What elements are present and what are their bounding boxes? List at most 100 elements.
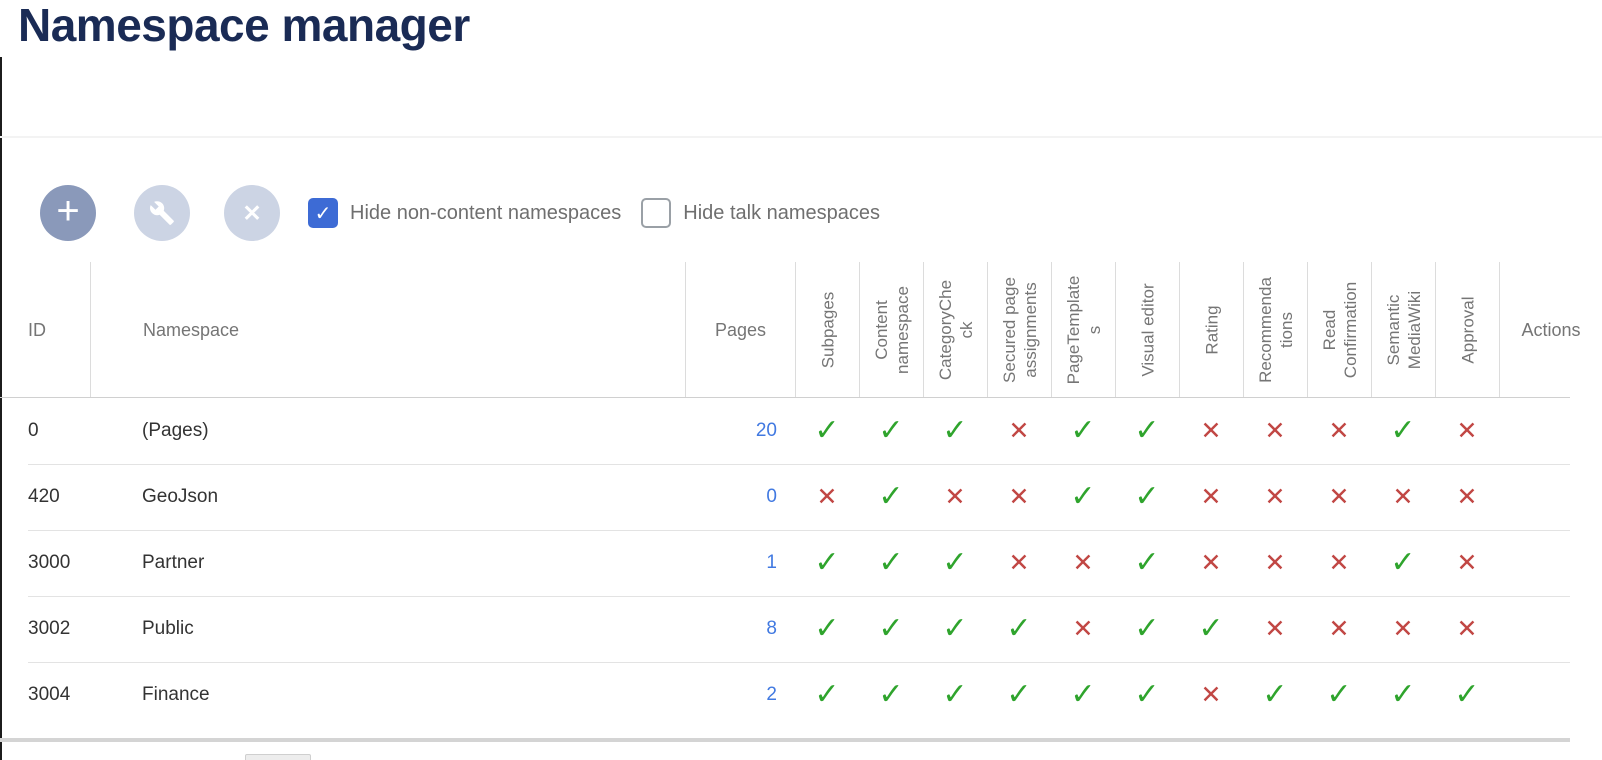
table-header-row: ID Namespace Pages Subpages Content namespac… xyxy=(0,262,1602,398)
cross-icon: ✕ xyxy=(1264,416,1286,445)
cross-icon: ✕ xyxy=(1264,548,1286,577)
cross-icon: ✕ xyxy=(1456,614,1478,643)
cell-feature: ✓ xyxy=(1115,662,1179,728)
check-icon: ✓ xyxy=(878,414,904,447)
column-header-visual-editor[interactable]: Visual editor xyxy=(1115,262,1179,398)
column-header-pages[interactable]: Pages xyxy=(685,262,795,398)
check-icon: ✓ xyxy=(1262,678,1288,711)
cell-feature: ✕ xyxy=(1179,662,1243,728)
cell-feature: ✓ xyxy=(1371,662,1435,728)
edit-namespace-button[interactable] xyxy=(134,185,190,241)
column-header-secured-page-assignments[interactable]: Secured page assignments xyxy=(987,262,1051,398)
column-header-label: PageTemplate s xyxy=(1063,275,1104,385)
table-row[interactable]: 0 (Pages) 20 ✓ ✓ ✓ ✕ ✓ ✓ ✕ ✕ ✕ ✓ ✕ xyxy=(0,398,1602,464)
wrench-icon xyxy=(149,200,175,226)
cell-feature: ✓ xyxy=(1115,464,1179,530)
cell-feature: ✓ xyxy=(859,662,923,728)
check-icon: ✓ xyxy=(942,414,968,447)
check-icon: ✓ xyxy=(1134,678,1160,711)
table-row[interactable]: 420 GeoJson 0 ✕ ✓ ✕ ✕ ✓ ✓ ✕ ✕ ✕ ✕ ✕ xyxy=(0,464,1602,530)
cell-feature: ✓ xyxy=(1435,662,1499,728)
column-header-label: Visual editor xyxy=(1137,283,1157,377)
column-header-subpages[interactable]: Subpages xyxy=(795,262,859,398)
column-header-label: Approval xyxy=(1457,296,1477,364)
column-header-rating[interactable]: Rating xyxy=(1179,262,1243,398)
cell-feature: ✓ xyxy=(1371,530,1435,596)
check-icon: ✓ xyxy=(1006,612,1032,645)
column-header-categorycheck[interactable]: CategoryChe ck xyxy=(923,262,987,398)
namespace-table: ID Namespace Pages Subpages Content namespac… xyxy=(0,262,1602,728)
check-icon: ✓ xyxy=(1070,678,1096,711)
checkbox-hide-non-content[interactable]: ✓ Hide non-content namespaces xyxy=(308,198,621,228)
cell-feature: ✓ xyxy=(1371,398,1435,464)
cell-feature: ✓ xyxy=(859,464,923,530)
pages-count-link[interactable]: 8 xyxy=(766,618,777,639)
cell-feature: ✕ xyxy=(1307,398,1371,464)
check-icon: ✓ xyxy=(1134,414,1160,447)
cell-feature: ✓ xyxy=(1115,596,1179,662)
cell-feature: ✕ xyxy=(1371,596,1435,662)
cross-icon: ✕ xyxy=(816,482,838,511)
cell-feature: ✕ xyxy=(923,464,987,530)
column-header-namespace[interactable]: Namespace xyxy=(90,262,685,398)
check-icon: ✓ xyxy=(814,414,840,447)
column-header-recommendations[interactable]: Recommenda tions xyxy=(1243,262,1307,398)
check-icon: ✓ xyxy=(1454,678,1480,711)
column-header-actions[interactable]: Actions xyxy=(1499,262,1602,398)
pages-count-link[interactable]: 2 xyxy=(766,684,777,705)
check-icon: ✓ xyxy=(1390,546,1416,579)
column-header-read-confirmation[interactable]: Read Confirmation xyxy=(1307,262,1371,398)
column-header-id[interactable]: ID xyxy=(28,319,46,340)
cell-actions xyxy=(1499,464,1602,530)
pagination-button[interactable] xyxy=(245,754,311,760)
check-icon: ✓ xyxy=(1134,612,1160,645)
cell-feature: ✕ xyxy=(987,398,1051,464)
pages-count-link[interactable]: 20 xyxy=(755,420,777,441)
cell-feature: ✕ xyxy=(1243,464,1307,530)
pages-count-link[interactable]: 1 xyxy=(766,552,777,573)
cell-feature: ✕ xyxy=(795,464,859,530)
column-header-label: Rating xyxy=(1201,305,1221,355)
cell-feature: ✓ xyxy=(795,398,859,464)
cell-id: 3002 xyxy=(28,618,71,639)
column-header-label: Recommenda tions xyxy=(1255,277,1296,383)
check-icon: ✓ xyxy=(1134,480,1160,513)
cell-feature: ✓ xyxy=(1115,530,1179,596)
column-header-content-namespace[interactable]: Content namespace xyxy=(859,262,923,398)
checkbox-checked-icon: ✓ xyxy=(308,198,338,228)
cell-feature: ✕ xyxy=(1435,530,1499,596)
cell-feature: ✕ xyxy=(1051,596,1115,662)
plus-icon: + xyxy=(56,189,80,233)
table-row[interactable]: 3000 Partner 1 ✓ ✓ ✓ ✕ ✕ ✓ ✕ ✕ ✕ ✓ ✕ xyxy=(0,530,1602,596)
add-namespace-button[interactable]: + xyxy=(40,185,96,241)
delete-namespace-button[interactable]: ✕ xyxy=(224,185,280,241)
cell-feature: ✓ xyxy=(987,596,1051,662)
column-header-label: Semantic MediaWiki xyxy=(1383,290,1424,370)
column-header-label: Subpages xyxy=(817,291,837,369)
check-icon: ✓ xyxy=(878,546,904,579)
cell-feature: ✕ xyxy=(1371,464,1435,530)
cell-feature: ✓ xyxy=(1051,464,1115,530)
table-row[interactable]: 3004 Finance 2 ✓ ✓ ✓ ✓ ✓ ✓ ✕ ✓ ✓ ✓ ✓ xyxy=(0,662,1602,728)
cell-id: 0 xyxy=(28,420,39,441)
column-header-semantic-mediawiki[interactable]: Semantic MediaWiki xyxy=(1371,262,1435,398)
cell-actions xyxy=(1499,596,1602,662)
table-row[interactable]: 3002 Public 8 ✓ ✓ ✓ ✓ ✕ ✓ ✓ ✕ ✕ ✕ ✕ xyxy=(0,596,1602,662)
checkbox-hide-talk[interactable]: Hide talk namespaces xyxy=(641,198,880,228)
cross-icon: ✕ xyxy=(1392,614,1414,643)
column-header-approval[interactable]: Approval xyxy=(1435,262,1499,398)
check-icon: ✓ xyxy=(1134,546,1160,579)
cell-pages: 1 xyxy=(685,530,795,596)
pages-count-link[interactable]: 0 xyxy=(766,486,777,507)
cell-namespace: Finance xyxy=(142,684,210,705)
cross-icon: ✕ xyxy=(1456,416,1478,445)
cross-icon: ✕ xyxy=(1456,548,1478,577)
toolbar: + ✕ ✓ Hide non-content namespaces Hide t… xyxy=(0,185,900,241)
window-edge-line xyxy=(0,57,2,760)
cell-feature: ✕ xyxy=(1051,530,1115,596)
cell-feature: ✕ xyxy=(1179,464,1243,530)
table-bottom-border xyxy=(0,738,1570,742)
cell-feature: ✕ xyxy=(987,530,1051,596)
cross-icon: ✕ xyxy=(1008,548,1030,577)
column-header-pagetemplates[interactable]: PageTemplate s xyxy=(1051,262,1115,398)
